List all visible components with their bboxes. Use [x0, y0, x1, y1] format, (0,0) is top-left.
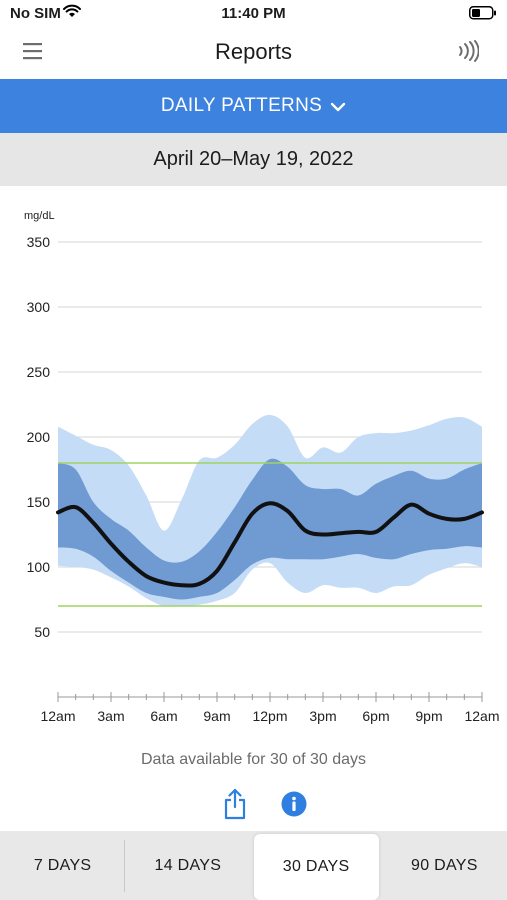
- y-tick-label: 350: [27, 234, 51, 250]
- page-title: Reports: [214, 39, 293, 64]
- tab-30-days[interactable]: 30 DAYS: [253, 834, 379, 900]
- date-range-header: April 20–May 19, 2022: [0, 133, 507, 186]
- report-type-label: DAILY PATTERNS: [160, 95, 323, 116]
- y-tick-label: 250: [27, 364, 51, 380]
- y-tick-label: 200: [27, 429, 51, 445]
- report-type-dropdown[interactable]: DAILY PATTERNS: [0, 79, 507, 133]
- nfc-scan-icon[interactable]: [457, 40, 480, 67]
- chevron-down-icon: [330, 96, 346, 118]
- median-line: [56, 501, 484, 588]
- tab-label: 14 DAYS: [154, 856, 222, 874]
- x-tick-label: 12pm: [252, 708, 287, 724]
- daily-patterns-chart: mg/dL 350 300 250 200 150 100 50 12am 3am 6am 9am 12…: [0, 195, 507, 730]
- tab-90-days[interactable]: 90 DAYS: [382, 831, 507, 900]
- chart-svg: mg/dL 350 300 250 200 150 100 50 12am 3am 6am 9am 12…: [24, 210, 500, 724]
- clock: 11:40 PM: [221, 5, 286, 22]
- tab-label: 30 DAYS: [282, 858, 350, 875]
- nav-bar: Reports: [0, 28, 507, 78]
- tab-label: 7 DAYS: [33, 856, 92, 874]
- wifi-icon: [62, 4, 82, 23]
- x-tick-label: 9am: [203, 708, 230, 724]
- y-axis-unit-label: mg/dL: [24, 210, 55, 222]
- period-tab-bar: 7 DAYS 14 DAYS 30 DAYS 90 DAYS: [0, 831, 507, 900]
- hamburger-icon[interactable]: [22, 42, 46, 64]
- x-tick-label: 3pm: [309, 708, 336, 724]
- x-tick-label: 6am: [150, 708, 177, 724]
- carrier-label: No SIM: [10, 5, 61, 22]
- tab-14-days[interactable]: 14 DAYS: [125, 831, 250, 900]
- info-icon[interactable]: [281, 791, 307, 822]
- share-icon[interactable]: [223, 788, 247, 825]
- tab-7-days[interactable]: 7 DAYS: [0, 831, 126, 900]
- status-bar: No SIM 11:40 PM: [0, 0, 507, 28]
- y-tick-label: 300: [27, 299, 51, 315]
- data-availability-text: Data available for 30 of 30 days: [140, 751, 367, 768]
- tab-label: 90 DAYS: [411, 856, 478, 874]
- percentile-band-p25-p75: [58, 458, 482, 600]
- x-tick-label: 3am: [97, 708, 124, 724]
- x-tick-label: 12am: [40, 708, 75, 724]
- y-tick-label: 50: [34, 624, 50, 640]
- y-tick-label: 100: [27, 559, 51, 575]
- battery-icon: [469, 6, 497, 25]
- y-tick-label: 150: [27, 494, 51, 510]
- x-tick-label: 9pm: [415, 708, 442, 724]
- x-tick-label: 6pm: [362, 708, 389, 724]
- date-range-label: April 20–May 19, 2022: [153, 148, 354, 170]
- x-tick-label: 12am: [464, 708, 499, 724]
